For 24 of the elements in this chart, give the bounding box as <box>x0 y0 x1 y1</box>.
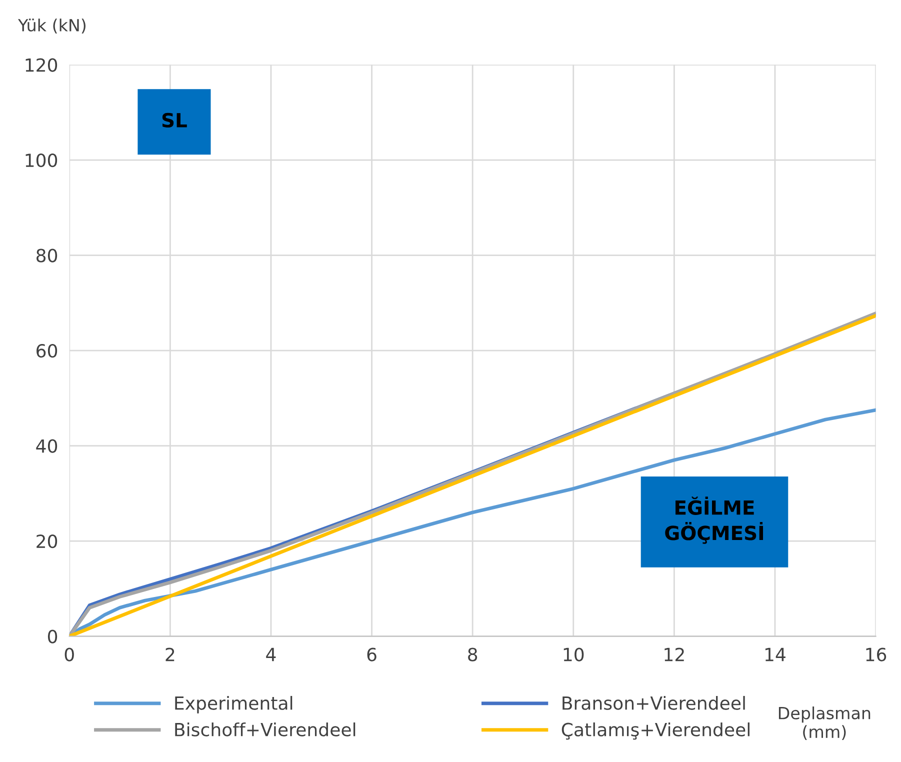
y-tick-label: 0 <box>48 630 58 644</box>
annotation: SL <box>162 112 187 128</box>
annotation: EĞİLME GÖÇMESİ <box>665 496 764 544</box>
x-tick-label: 6 <box>367 648 376 662</box>
y-tick-label: 40 <box>36 439 58 453</box>
x-tick-label: 10 <box>564 648 584 662</box>
y-tick-label: 100 <box>26 153 58 168</box>
legend-label: Çatlamış+Vierendeel <box>562 722 750 740</box>
x-tick-label: 0 <box>64 648 74 662</box>
x-tick-label: 4 <box>266 648 276 662</box>
x-tick-label: 8 <box>468 648 478 662</box>
x-tick-label: 2 <box>166 648 174 662</box>
x-tick-label: 16 <box>866 648 886 662</box>
legend-label: Bischoff+Vierendeel <box>175 722 356 736</box>
x-axis-title: Deplasman (mm) <box>778 706 870 740</box>
y-tick-label: 60 <box>36 344 58 358</box>
y-tick-label: 80 <box>36 248 58 262</box>
y-tick-label: 120 <box>26 58 58 72</box>
y-tick-label: 20 <box>36 534 58 548</box>
legend-label: Experimental <box>175 696 292 714</box>
legend-label: Branson+Vierendeel <box>562 696 745 710</box>
y-axis-title: Yük (kN) <box>18 18 86 34</box>
x-tick-label: 12 <box>664 648 684 662</box>
x-tick-label: 14 <box>765 648 786 662</box>
